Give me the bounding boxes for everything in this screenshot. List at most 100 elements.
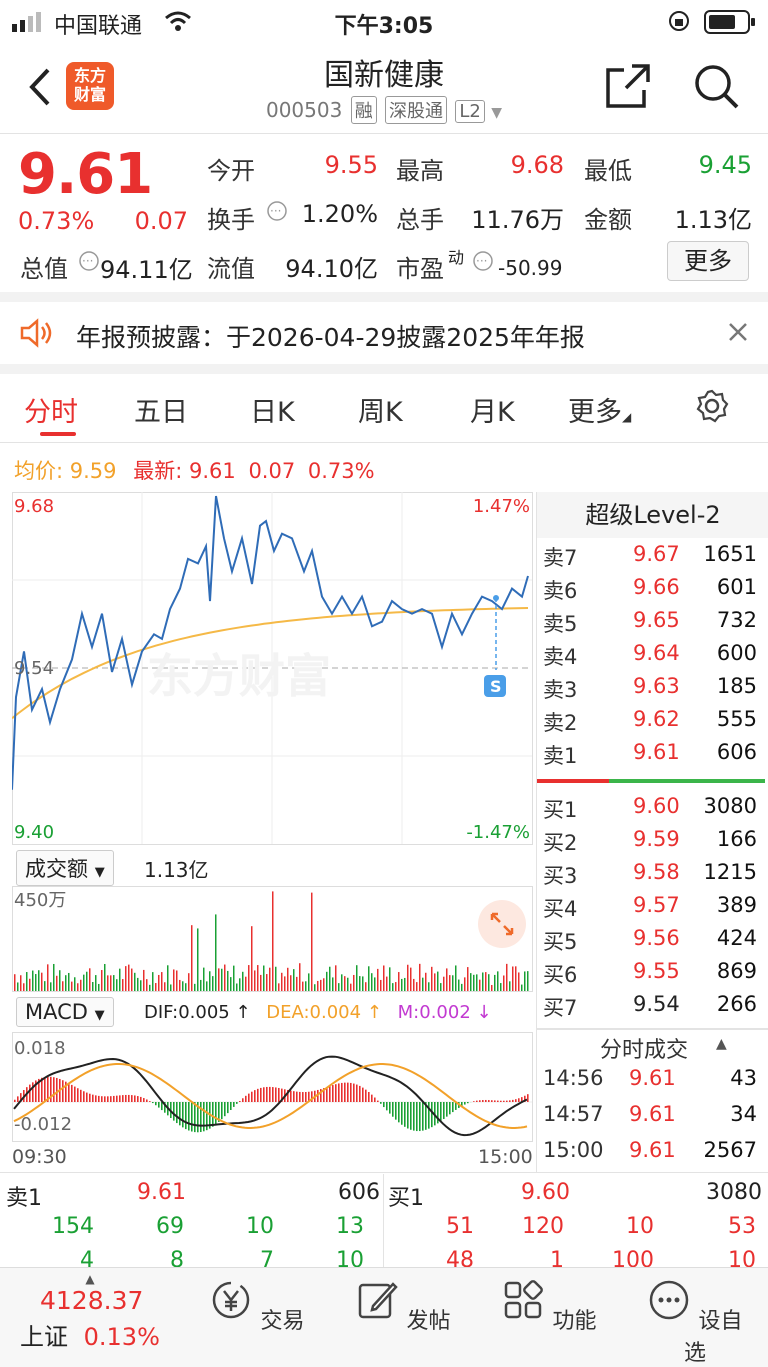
bid-row[interactable]: 买2 9.59 166 xyxy=(543,827,757,860)
volume-chart[interactable]: 450万 xyxy=(12,886,534,992)
volume-bar xyxy=(383,965,385,991)
macd-bar xyxy=(188,1102,190,1131)
ask-row[interactable]: 卖6 9.66 601 xyxy=(543,575,757,608)
ask-vol: 1651 xyxy=(703,542,757,566)
ask-row[interactable]: 卖2 9.62 555 xyxy=(543,707,757,740)
pct-max-label: 1.47% xyxy=(473,496,530,517)
ask-row[interactable]: 卖7 9.67 1651 xyxy=(543,542,757,575)
bid-row[interactable]: 买4 9.57 389 xyxy=(543,893,757,926)
intraday-price-chart[interactable]: 东方财富 S 9.68 9.54 9.40 1.47% -1.47% xyxy=(12,492,534,846)
volume-bar xyxy=(518,972,520,991)
bid-price: 9.59 xyxy=(633,827,680,851)
volume-bar xyxy=(257,965,259,991)
bid-row[interactable]: 买3 9.58 1215 xyxy=(543,860,757,893)
volume-bar xyxy=(326,971,328,991)
ask-row[interactable]: 卖3 9.63 185 xyxy=(543,674,757,707)
bid-row[interactable]: 买6 9.55 869 xyxy=(543,959,757,992)
macd-bar xyxy=(317,1089,319,1102)
avg-value: 9.59 xyxy=(69,459,117,483)
ask-row[interactable]: 卖4 9.64 600 xyxy=(543,641,757,674)
signal-icon xyxy=(12,12,41,32)
macd-chart[interactable]: 0.018 -0.012 xyxy=(12,1032,534,1142)
tab-post[interactable]: 发帖 xyxy=(353,1278,453,1335)
macd-bar xyxy=(461,1102,463,1107)
bid-row[interactable]: 买7 9.54 266 xyxy=(543,992,757,1025)
macd-bar xyxy=(149,1101,151,1102)
trade-row: 14:57 9.61 34 xyxy=(543,1102,757,1135)
close-icon[interactable] xyxy=(728,322,748,342)
notice-bar[interactable]: 年报预披露：于2026-04-29披露2025年年报 xyxy=(0,300,768,364)
volume-bar xyxy=(407,964,409,991)
info-icon[interactable]: ··· xyxy=(78,250,100,272)
macd-bar xyxy=(494,1100,496,1102)
ask-row[interactable]: 卖5 9.65 732 xyxy=(543,608,757,641)
bid-price: 9.58 xyxy=(633,860,680,884)
high-label: 最高 xyxy=(396,157,444,185)
collapse-icon[interactable]: ▲ xyxy=(716,1036,727,1052)
dropdown-icon[interactable]: ▼ xyxy=(491,105,503,121)
expand-icon[interactable] xyxy=(490,912,514,936)
macd-bar xyxy=(311,1091,313,1102)
macd-bar xyxy=(92,1094,94,1102)
volume-bar xyxy=(368,966,370,991)
bid-vol: 1215 xyxy=(703,860,757,884)
volume-bar xyxy=(419,963,421,991)
pe-label: 市盈 xyxy=(396,255,444,283)
volume-bar xyxy=(191,925,193,991)
summary-queue-value: 10 xyxy=(246,1214,274,1239)
bid-row[interactable]: 买5 9.56 424 xyxy=(543,926,757,959)
expand-button[interactable] xyxy=(478,900,526,948)
edit-icon xyxy=(359,1282,399,1319)
volume-selector[interactable]: 成交额 ▼ xyxy=(16,850,114,886)
tab-daily-k[interactable]: 日K xyxy=(250,397,295,428)
tab-add-watchlist[interactable]: 设自选 xyxy=(645,1278,745,1367)
macd-bar xyxy=(77,1088,79,1102)
bid-row[interactable]: 买1 9.60 3080 xyxy=(543,794,757,827)
y-mid-label: 9.54 xyxy=(14,658,54,679)
volume-bar xyxy=(461,983,463,991)
tag-connect: 深股通 xyxy=(385,96,448,124)
info-icon[interactable]: ··· xyxy=(266,200,288,222)
tab-monthly-k[interactable]: 月K xyxy=(470,397,515,428)
macd-bar xyxy=(425,1102,427,1130)
macd-bar xyxy=(164,1102,166,1113)
volume-max-label: 450万 xyxy=(14,890,66,911)
bid-label: 买3 xyxy=(543,864,578,888)
search-icon[interactable] xyxy=(692,62,740,110)
back-icon[interactable] xyxy=(28,68,52,106)
macd-bar xyxy=(53,1077,55,1102)
macd-bar xyxy=(344,1082,346,1102)
macd-selector[interactable]: MACD ▼ xyxy=(16,997,114,1027)
volume-bar xyxy=(14,974,16,991)
ask-row[interactable]: 卖1 9.61 606 xyxy=(543,740,757,773)
macd-bar xyxy=(179,1102,181,1126)
macd-bar xyxy=(233,1102,235,1107)
tab-more[interactable]: 更多◢ xyxy=(568,397,632,428)
order-book: 超级Level-2 xyxy=(536,492,768,1172)
ask-label: 卖6 xyxy=(543,579,578,603)
share-icon[interactable] xyxy=(604,62,652,110)
summary-ask1-label: 卖1 xyxy=(6,1186,42,1211)
macd-bar xyxy=(125,1094,127,1102)
index-ticker[interactable]: ▲ 4128.37 上证 0.13% xyxy=(20,1272,170,1352)
status-bar: 中国联通 下午3:05 xyxy=(0,0,768,44)
tab-weekly-k[interactable]: 周K xyxy=(358,397,403,428)
volume-bar xyxy=(377,968,379,991)
info-icon[interactable]: ··· xyxy=(472,250,494,272)
macd-bar xyxy=(431,1102,433,1128)
tab-functions[interactable]: 功能 xyxy=(499,1278,599,1335)
trades-title[interactable]: 分时成交 xyxy=(600,1038,689,1063)
tab-five-day[interactable]: 五日 xyxy=(134,397,188,428)
tab-trade[interactable]: 交易 xyxy=(207,1278,307,1335)
tab-intraday[interactable]: 分时 xyxy=(24,397,78,428)
volume-bar xyxy=(344,976,346,991)
macd-bar xyxy=(302,1092,304,1102)
more-button[interactable]: 更多 xyxy=(667,241,749,281)
float-cap-value: 94.10亿 xyxy=(285,255,378,283)
gear-icon[interactable] xyxy=(694,388,730,424)
volume-bar xyxy=(365,982,367,991)
volume-bar xyxy=(185,983,187,991)
pe-value: -50.99 xyxy=(498,256,563,280)
volume-bar xyxy=(506,963,508,991)
sell-marker[interactable] xyxy=(484,675,506,697)
